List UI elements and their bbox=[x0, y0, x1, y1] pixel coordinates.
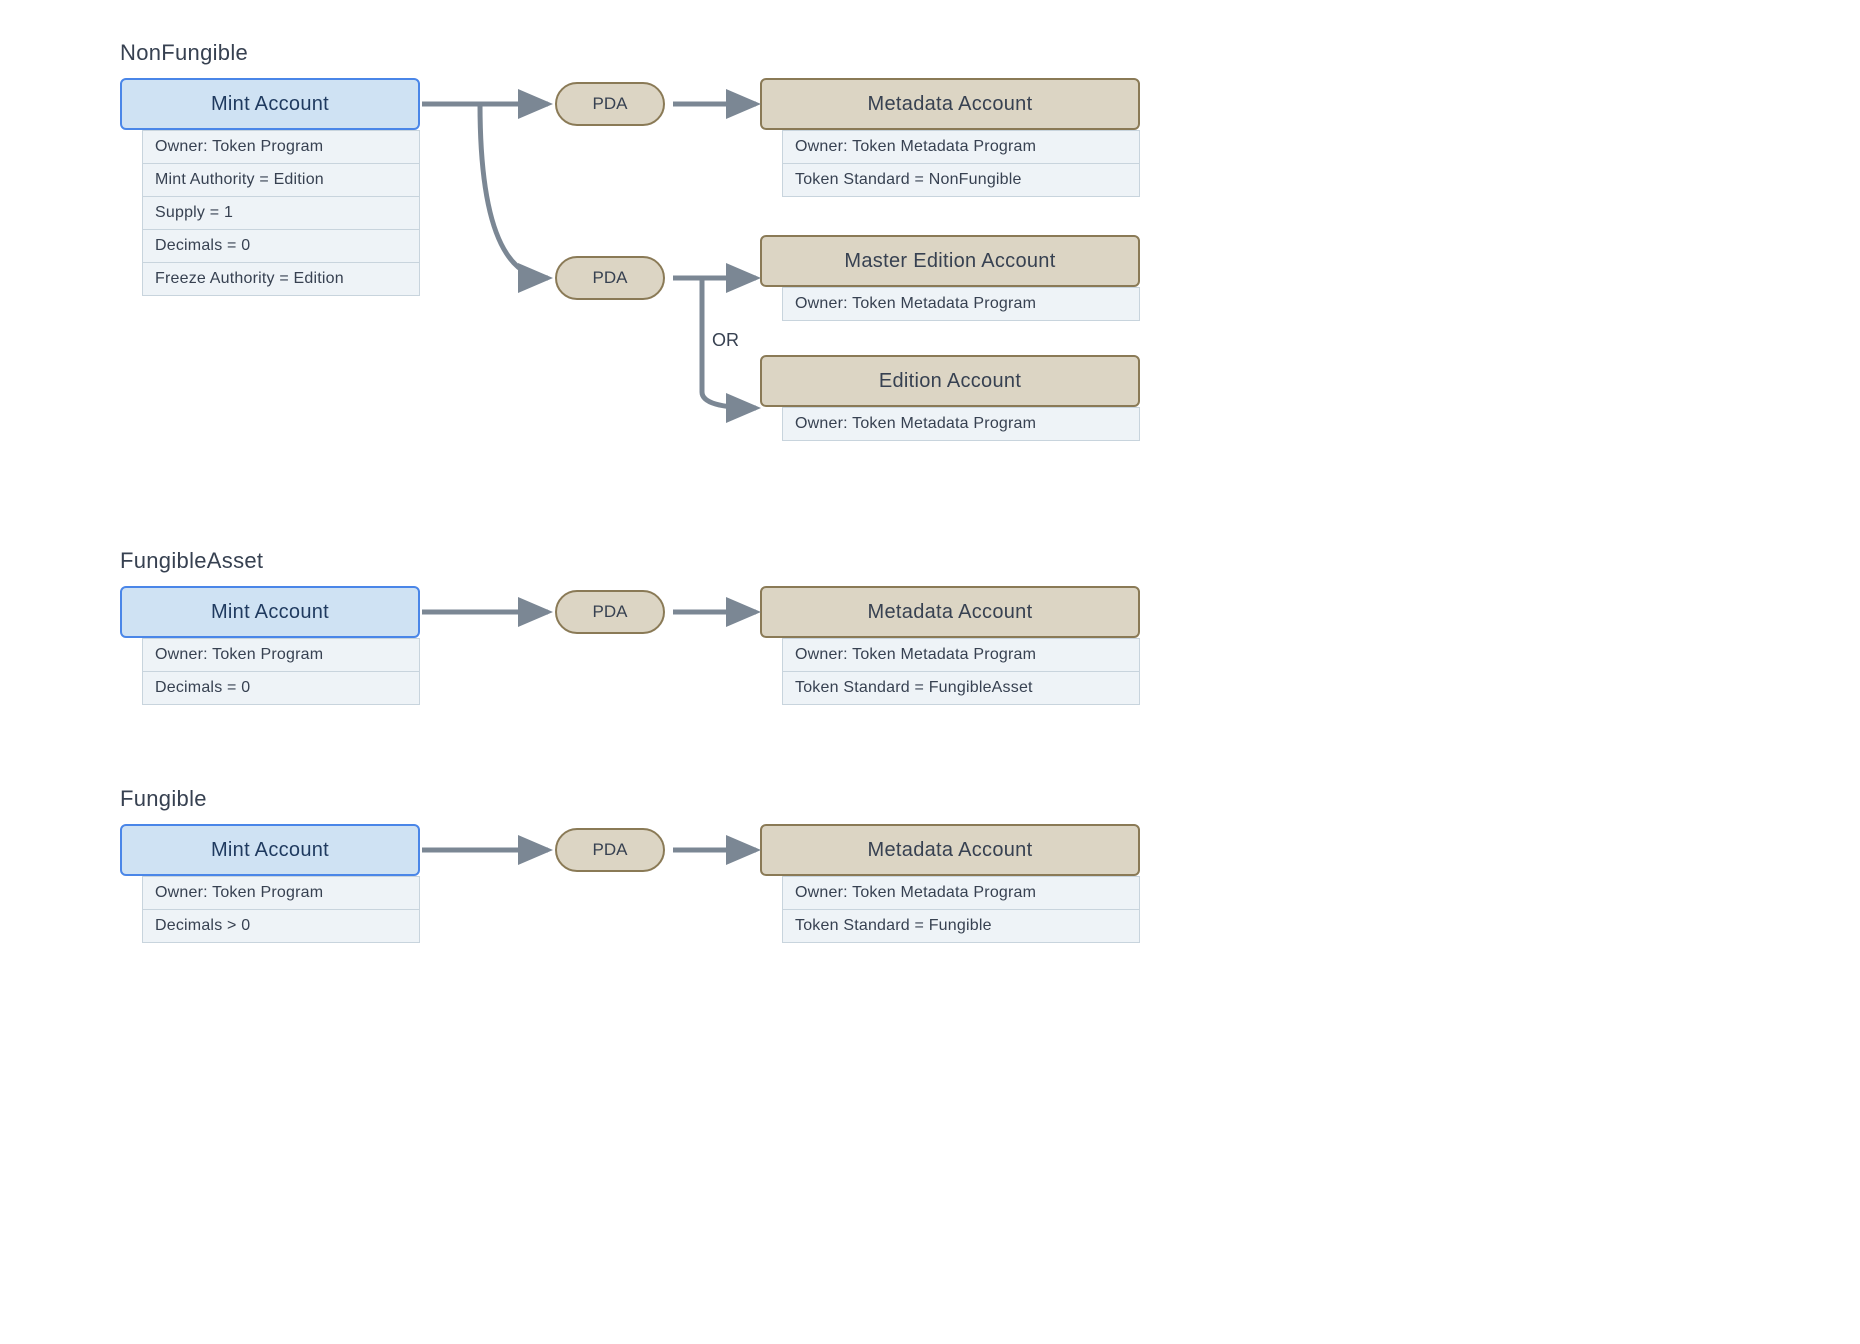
section-title: NonFungible bbox=[120, 40, 1740, 66]
master-edition-props: Owner: Token Metadata Program bbox=[782, 287, 1180, 321]
master-edition-box: Master Edition Account bbox=[760, 235, 1140, 287]
col-mid: PDA bbox=[460, 586, 760, 634]
master-edition-prop: Owner: Token Metadata Program bbox=[782, 287, 1140, 321]
diagram-row: Mint Account Owner: Token Program Mint A… bbox=[120, 78, 1740, 498]
mint-prop: Decimals = 0 bbox=[142, 230, 420, 263]
section-fungibleasset: FungibleAsset Mint Account Owner: Token … bbox=[120, 548, 1740, 736]
mint-prop: Decimals > 0 bbox=[142, 910, 420, 943]
or-label: OR bbox=[712, 330, 739, 351]
metadata-prop: Owner: Token Metadata Program bbox=[782, 130, 1140, 164]
metadata-account-box: Metadata Account bbox=[760, 586, 1140, 638]
pda-node: PDA bbox=[555, 82, 665, 126]
metadata-props: Owner: Token Metadata Program Token Stan… bbox=[782, 638, 1180, 705]
metadata-prop: Token Standard = Fungible bbox=[782, 910, 1140, 943]
col-left: Mint Account Owner: Token Program Decima… bbox=[120, 824, 460, 943]
edition-props: Owner: Token Metadata Program bbox=[782, 407, 1180, 441]
col-left: Mint Account Owner: Token Program Mint A… bbox=[120, 78, 460, 296]
mint-prop: Owner: Token Program bbox=[142, 876, 420, 910]
mint-prop: Freeze Authority = Edition bbox=[142, 263, 420, 296]
section-title: FungibleAsset bbox=[120, 548, 1740, 574]
master-edition-block: Master Edition Account Owner: Token Meta… bbox=[760, 235, 1180, 321]
mint-account-box: Mint Account bbox=[120, 78, 420, 130]
mint-props: Owner: Token Program Decimals = 0 bbox=[142, 638, 460, 705]
mint-account-box: Mint Account bbox=[120, 586, 420, 638]
mint-prop: Owner: Token Program bbox=[142, 130, 420, 164]
col-right: Metadata Account Owner: Token Metadata P… bbox=[760, 78, 1180, 449]
edition-prop: Owner: Token Metadata Program bbox=[782, 407, 1140, 441]
mint-prop: Decimals = 0 bbox=[142, 672, 420, 705]
pda-node: PDA bbox=[555, 828, 665, 872]
col-right: Metadata Account Owner: Token Metadata P… bbox=[760, 586, 1180, 705]
metadata-account-box: Metadata Account bbox=[760, 824, 1140, 876]
mint-prop: Mint Authority = Edition bbox=[142, 164, 420, 197]
section-nonfungible: NonFungible Mint Account Owner: Token Pr… bbox=[120, 40, 1740, 498]
metadata-prop: Token Standard = NonFungible bbox=[782, 164, 1140, 197]
col-mid: PDA bbox=[460, 824, 760, 872]
metadata-prop: Owner: Token Metadata Program bbox=[782, 638, 1140, 672]
mint-prop: Supply = 1 bbox=[142, 197, 420, 230]
diagram-row: Mint Account Owner: Token Program Decima… bbox=[120, 586, 1740, 736]
mint-props: Owner: Token Program Decimals > 0 bbox=[142, 876, 460, 943]
metadata-prop: Token Standard = FungibleAsset bbox=[782, 672, 1140, 705]
mint-props: Owner: Token Program Mint Authority = Ed… bbox=[142, 130, 460, 296]
section-fungible: Fungible Mint Account Owner: Token Progr… bbox=[120, 786, 1740, 974]
mint-account-box: Mint Account bbox=[120, 824, 420, 876]
metadata-account-box: Metadata Account bbox=[760, 78, 1140, 130]
metadata-props: Owner: Token Metadata Program Token Stan… bbox=[782, 876, 1180, 943]
col-right: Metadata Account Owner: Token Metadata P… bbox=[760, 824, 1180, 943]
metadata-block: Metadata Account Owner: Token Metadata P… bbox=[760, 78, 1180, 197]
diagram-row: Mint Account Owner: Token Program Decima… bbox=[120, 824, 1740, 974]
edition-account-box: Edition Account bbox=[760, 355, 1140, 407]
mint-prop: Owner: Token Program bbox=[142, 638, 420, 672]
edition-block: Edition Account Owner: Token Metadata Pr… bbox=[760, 355, 1180, 441]
pda-node: PDA bbox=[555, 256, 665, 300]
metadata-props: Owner: Token Metadata Program Token Stan… bbox=[782, 130, 1180, 197]
section-title: Fungible bbox=[120, 786, 1740, 812]
col-left: Mint Account Owner: Token Program Decima… bbox=[120, 586, 460, 705]
col-mid: PDA PDA bbox=[460, 78, 760, 300]
metadata-prop: Owner: Token Metadata Program bbox=[782, 876, 1140, 910]
pda-node: PDA bbox=[555, 590, 665, 634]
